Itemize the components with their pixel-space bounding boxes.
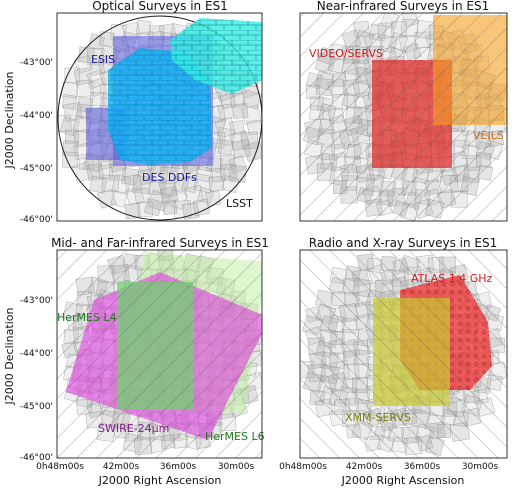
des-ddf-tiles — [170, 18, 262, 94]
panel-title: Near-infrared Surveys in ES1 — [317, 0, 490, 13]
pointing-tile — [149, 178, 166, 196]
pointing-tile — [76, 79, 94, 97]
hatching — [300, 250, 507, 458]
pointing-tile — [192, 198, 210, 216]
pointing-tile — [87, 77, 108, 97]
panel-mid-far-infrared: Mid- and Far-infrared Surveys in ES1 Her… — [51, 236, 269, 459]
y-axis-label: J2000 Declination — [3, 72, 16, 170]
x-tick: 42m00s — [103, 462, 140, 472]
hatching — [300, 13, 507, 221]
xmm-servs-label: XMM-SERVS — [345, 411, 411, 424]
pointing-tile — [195, 165, 213, 183]
pointing-tile — [160, 167, 177, 184]
pointing-tile — [77, 46, 95, 64]
pointing-tile — [101, 174, 120, 193]
hermes-l6-label: HerMES L6 — [205, 430, 265, 443]
pointing-tile — [240, 131, 259, 150]
pointing-tile — [228, 155, 247, 174]
y-tick: -43°00' — [20, 296, 53, 306]
pointing-tile — [73, 67, 92, 86]
pointing-tile — [193, 173, 214, 193]
pointing-tile — [184, 184, 205, 205]
pointing-tile — [217, 139, 234, 156]
video-servs-label: VIDEO/SERVS — [309, 47, 383, 60]
y-tick: -45°00' — [20, 402, 53, 412]
pointing-tile — [181, 176, 198, 194]
pointing-tile — [162, 200, 178, 216]
swire-label: SWIRE-24μm — [98, 422, 169, 435]
x-tick: 0h48m00s — [36, 462, 84, 472]
pointing-tile — [241, 104, 262, 126]
esis-label: ESIS — [91, 53, 115, 66]
hatching — [57, 250, 262, 458]
pointing-tile — [121, 167, 140, 186]
pointing-tile — [65, 129, 79, 144]
pointing-tile — [62, 151, 79, 168]
pointing-tile — [90, 92, 105, 106]
pointing-tile — [137, 201, 153, 218]
panel-frame — [299, 249, 508, 459]
x-tick: 30m00s — [218, 462, 255, 472]
pointing-tile — [182, 202, 200, 220]
pointing-tile — [217, 103, 234, 120]
y-tick: -46°00' — [20, 215, 53, 225]
pointing-tile — [136, 19, 152, 36]
y-tick: -44°00' — [20, 111, 53, 121]
panel-optical: Optical Surveys in ES1 ESIS DES DDFs LSS… — [56, 0, 263, 222]
des-region-tiles — [108, 48, 212, 165]
panel-title: Optical Surveys in ES1 — [92, 0, 228, 13]
pointing-tile — [229, 120, 245, 136]
x-tick: 0h48m00s — [279, 462, 327, 472]
lsst-footprint — [57, 15, 262, 221]
panel-frame — [299, 12, 508, 222]
lsst-label: LSST — [226, 197, 253, 210]
pointing-tile — [110, 190, 128, 208]
pointing-tile — [232, 103, 249, 119]
panel-radio-xray: Radio and X-ray Surveys in ES1 ATLAS 1.4… — [299, 236, 508, 459]
x-tick: 36m00s — [160, 462, 197, 472]
atlas-label: ATLAS 1.4 GHz — [411, 272, 493, 285]
veils-label: VEILS — [473, 129, 504, 142]
pointing-tile — [134, 187, 151, 204]
y-tick: -43°00' — [20, 58, 53, 68]
x-axis-label: J2000 Right Ascension — [98, 474, 222, 487]
panel-near-infrared: Near-infrared Surveys in ES1 VIDEO/SERVS… — [299, 0, 508, 222]
x-axis-left: 0h48m00s 42m00s 36m00s 30m00s J2000 Righ… — [36, 462, 254, 487]
pointing-tile — [125, 186, 145, 206]
pointing-tile — [211, 167, 226, 183]
hermes-l4-label: HerMES L4 — [57, 311, 117, 324]
pointing-tile — [86, 69, 107, 89]
panel-title: Radio and X-ray Surveys in ES1 — [309, 236, 497, 250]
x-tick: 42m00s — [346, 462, 383, 472]
panel-title: Mid- and Far-infrared Surveys in ES1 — [51, 236, 269, 250]
pointing-tile — [220, 154, 235, 170]
des-ddfs-label: DES DDFs — [142, 171, 197, 184]
pointing-tile — [89, 60, 106, 76]
pointing-tile — [132, 175, 151, 194]
y-axis-top: J2000 Declination -43°00' -44°00' -45°00… — [3, 58, 53, 225]
x-tick: 36m00s — [404, 462, 441, 472]
pointing-tile — [64, 67, 80, 84]
panel-frame — [56, 249, 263, 459]
x-axis-right: 0h48m00s 42m00s 36m00s 30m00s J2000 Righ… — [279, 462, 498, 487]
y-tick: -45°00' — [20, 164, 53, 174]
y-axis-bottom: J2000 Declination -43°00' -44°00' -45°00… — [3, 296, 53, 463]
pointing-tile — [221, 175, 240, 193]
pointing-tile — [172, 176, 190, 193]
x-tick: 30m00s — [462, 462, 499, 472]
panel-frame — [56, 12, 263, 222]
pointing-tile — [160, 186, 179, 205]
y-tick: -44°00' — [20, 349, 53, 359]
pointing-tile — [143, 198, 163, 217]
pointing-tile — [111, 174, 132, 194]
pointing-tile — [59, 116, 80, 137]
y-axis-label: J2000 Declination — [3, 308, 16, 406]
y-tick: -46°00' — [20, 453, 53, 463]
x-axis-label: J2000 Right Ascension — [341, 474, 465, 487]
pointing-tile — [214, 117, 236, 139]
pointing-tile — [98, 31, 115, 47]
pointing-tile — [220, 163, 237, 181]
